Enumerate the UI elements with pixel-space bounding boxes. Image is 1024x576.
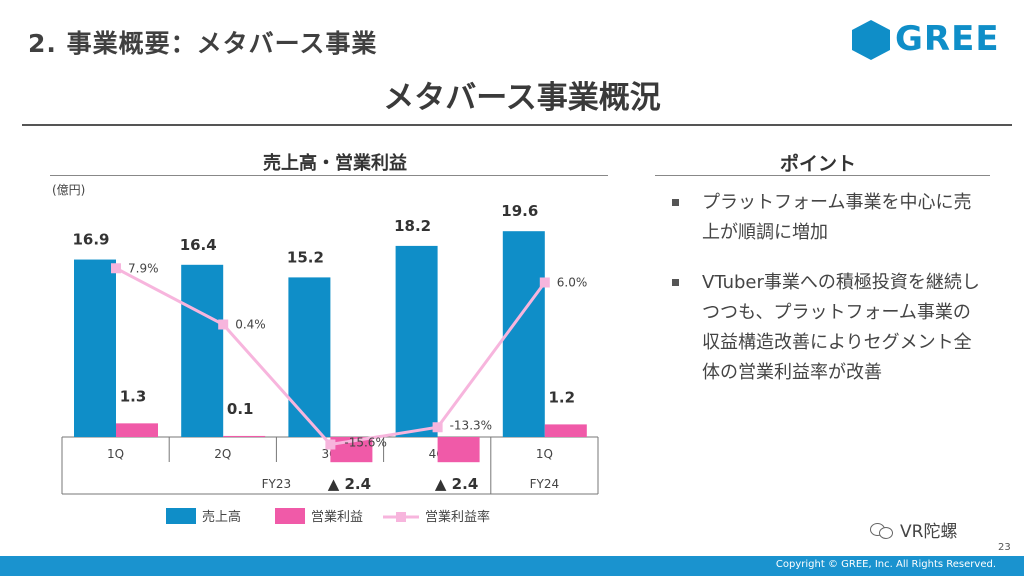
watermark: VR陀螺 xyxy=(870,517,957,542)
operating-profit-label: 1.3 xyxy=(120,387,147,405)
revenue-bar xyxy=(181,264,224,437)
x-tick-label: 1Q xyxy=(536,447,553,461)
revenue-value-label: 19.6 xyxy=(501,202,538,220)
footer-bar: Copyright © GREE, Inc. All Rights Reserv… xyxy=(0,556,1024,576)
chart-unit: (億円) xyxy=(52,183,86,197)
legend-margin-label: 営業利益率 xyxy=(425,509,490,525)
chart-title-underline xyxy=(50,175,608,176)
points-list: プラットフォーム事業を中心に売上が順調に増加 VTuber事業への積極投資を継続… xyxy=(668,188,988,408)
legend-profit-swatch xyxy=(275,508,305,524)
divider xyxy=(22,124,1012,126)
operating-profit-label: ▲ 2.4 xyxy=(328,475,371,493)
watermark-text: VR陀螺 xyxy=(900,522,958,542)
operating-profit-label: 1.2 xyxy=(549,388,576,406)
chart-title: 売上高・営業利益 xyxy=(263,153,407,174)
revenue-value-label: 15.2 xyxy=(287,248,324,266)
points-title-underline xyxy=(655,175,990,176)
operating-profit-label: ▲ 2.4 xyxy=(435,475,478,493)
revenue-bar xyxy=(288,277,331,437)
legend-revenue-label: 売上高 xyxy=(202,509,241,525)
main-title: メタバース事業概況 xyxy=(383,80,661,116)
revenue-value-label: 18.2 xyxy=(394,217,431,235)
operating-margin-label: 0.4% xyxy=(235,318,266,332)
operating-margin-label: -13.3% xyxy=(450,418,492,432)
x-tick-label: 2Q xyxy=(214,447,231,461)
logo-text: GREE xyxy=(895,19,1000,59)
operating-margin-point xyxy=(539,277,550,288)
wechat-icon xyxy=(870,521,894,539)
operating-profit-label: 0.1 xyxy=(227,400,254,418)
operating-profit-bar xyxy=(223,435,266,437)
operating-profit-bar xyxy=(544,424,587,437)
operating-margin-point xyxy=(111,263,121,274)
revenue-bar xyxy=(395,245,438,437)
revenue-bar xyxy=(74,259,116,437)
operating-profit-bar xyxy=(437,437,480,463)
operating-margin-point xyxy=(218,319,229,330)
operating-margin-label: 6.0% xyxy=(557,276,588,290)
operating-margin-point xyxy=(325,439,336,450)
copyright: Copyright © GREE, Inc. All Rights Reserv… xyxy=(775,559,996,570)
x-tick-label: 1Q xyxy=(107,447,124,461)
point-item: VTuber事業への積極投資を継続しつつも、プラットフォーム事業の収益構造改善に… xyxy=(668,268,988,388)
revenue-value-label: 16.4 xyxy=(180,236,217,254)
fiscal-group-label: FY24 xyxy=(530,477,560,491)
legend-profit-label: 営業利益 xyxy=(311,509,363,525)
operating-margin-label: -15.6% xyxy=(344,436,386,450)
points-title: ポイント xyxy=(779,153,856,175)
legend-revenue-swatch xyxy=(166,508,196,524)
gree-logo: GREE xyxy=(852,19,1002,60)
point-item: プラットフォーム事業を中心に売上が順調に増加 xyxy=(668,188,988,248)
operating-margin-label: 7.9% xyxy=(128,261,159,275)
fiscal-group-label: FY23 xyxy=(262,477,292,491)
operating-profit-bar xyxy=(116,423,158,437)
section-title: 2. 事業概要：メタバース事業 xyxy=(28,29,378,58)
revenue-value-label: 16.9 xyxy=(72,231,109,249)
operating-margin-point xyxy=(432,422,443,433)
revenue-bar xyxy=(502,231,545,437)
page-number: 23 xyxy=(998,542,1011,553)
legend-margin-marker xyxy=(396,512,406,522)
